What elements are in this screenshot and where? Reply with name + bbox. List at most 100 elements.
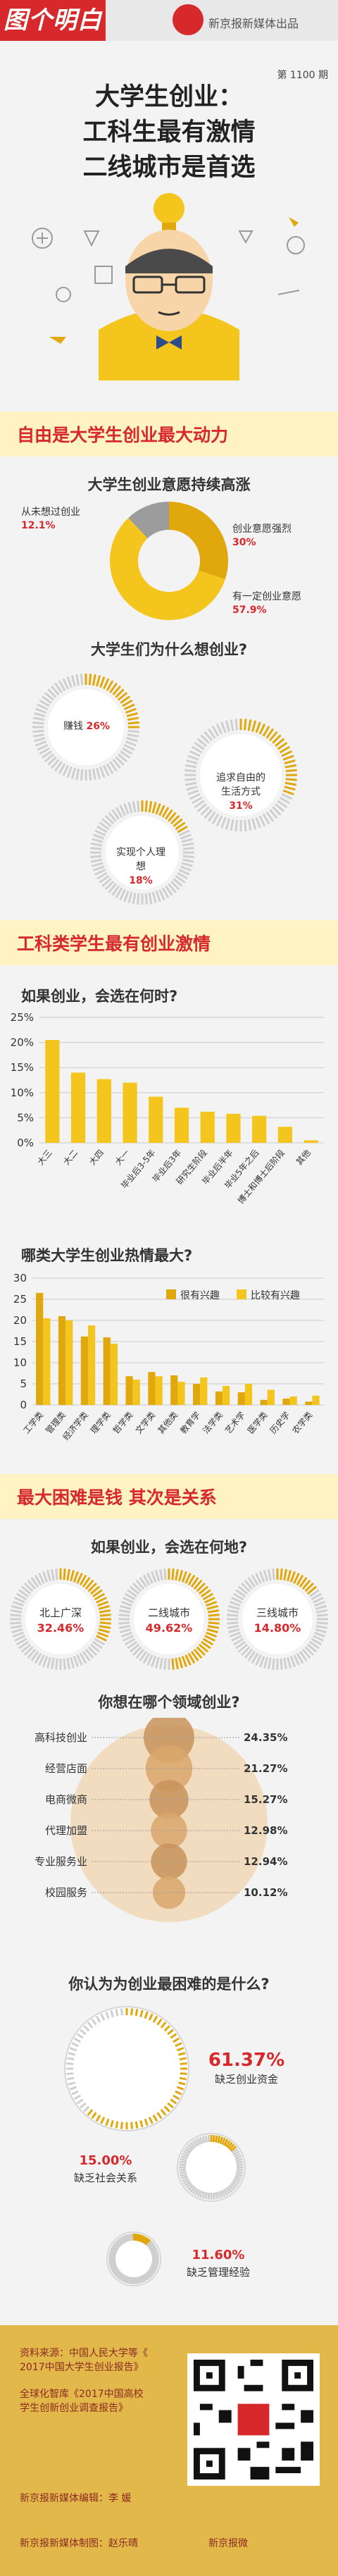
where-gauge-0-tick — [11, 1628, 23, 1634]
why-gauge-0-tick — [80, 674, 84, 686]
why-gauge-0-tick — [117, 753, 128, 763]
where-gauge-0-tick — [63, 1658, 66, 1670]
why-gauge-0-tick — [50, 758, 60, 769]
when-xlabel-0: 大三 — [36, 1148, 54, 1167]
where-gauge-0-tick — [12, 1631, 24, 1638]
major-legend-label-1: 比较有兴趣 — [251, 1290, 300, 1301]
diff-gauge-0-tick — [67, 2057, 75, 2061]
why-gauge-1-tick — [262, 725, 270, 737]
why-gauge-2-tick — [170, 880, 180, 891]
why-gauge-1-tick — [284, 781, 297, 786]
where-gauge-1-tick — [120, 1628, 132, 1634]
diff-gauge-1-tick — [192, 2187, 198, 2195]
diff-gauge-1-tick — [230, 2182, 237, 2189]
why-gauge-2-tick — [182, 842, 194, 847]
diff-gauge-2-tick — [124, 2275, 129, 2284]
diff-gauge-2-tick — [116, 2272, 123, 2279]
diff-gauge-1-tick — [181, 2176, 189, 2182]
where-gauge-0-tick — [66, 1657, 70, 1670]
when-ytick: 5% — [17, 1111, 34, 1124]
why-gauge-1-tick — [277, 800, 288, 809]
why-gauge-0-tick — [112, 758, 122, 769]
where-gauge-0-tick — [89, 1643, 101, 1653]
why-gauge-1-tick — [184, 778, 196, 781]
where-gauge-1-tick — [206, 1628, 218, 1634]
where-gauge-0-tick — [18, 1640, 29, 1649]
why-gauge-0-tick — [41, 695, 52, 704]
diff-gauge-1-tick — [236, 2160, 244, 2165]
why-gauge-2-tick — [165, 885, 173, 896]
diff-gauge-2-tick — [146, 2270, 154, 2277]
why-gauge-0-tick — [34, 712, 46, 717]
section2-banner-text: 工科类学生最有创业激情 — [17, 934, 211, 954]
why-gauge-2-tick — [108, 883, 117, 893]
where-gauge-0-tick — [20, 1585, 32, 1595]
diff-gauge-0-tick — [115, 2009, 119, 2017]
where-gauge-2-tick — [228, 1628, 240, 1634]
why-gauge-1-tick — [268, 809, 278, 819]
why-gauge-0-tick — [39, 747, 50, 755]
publisher-name: 新京报新媒体出品 — [208, 17, 299, 30]
where-gauge-2-tick — [255, 1654, 262, 1666]
why-gauge-2-tick — [158, 805, 165, 817]
major-bar-s0-6 — [170, 1375, 178, 1405]
why-gauge-0-tick — [122, 699, 133, 707]
diff-gauge-1-tick — [189, 2186, 196, 2193]
why-gauge-2-tick — [115, 887, 123, 898]
major-bar-s0-8 — [215, 1391, 223, 1405]
where-gauge-2-tick — [314, 1600, 326, 1607]
where-gauge-0-tick — [82, 1577, 91, 1587]
field-value-4: 12.94% — [244, 1855, 287, 1868]
why-gauge-0-tick — [125, 707, 137, 714]
where-gauge-1-tick — [193, 1579, 203, 1590]
why-gauge-1-tick — [186, 786, 198, 791]
diff-gauge-0-tick — [170, 2033, 177, 2039]
where-gauge-1-tick — [201, 1640, 211, 1649]
where-gauge-1-tick — [118, 1625, 131, 1629]
diff-gauge-0-tick — [179, 2057, 187, 2061]
field-label-3: 代理加盟 — [45, 1824, 87, 1837]
why-gauge-0-tick — [115, 688, 125, 698]
why-gauge-2-tick — [92, 862, 104, 867]
chart-why-title: 大学生们为什么想创业? — [90, 641, 248, 658]
where-gauge-2-tick — [241, 1583, 251, 1592]
logo: 图个明白 — [0, 0, 106, 41]
why-gauge-2-tick — [96, 825, 108, 834]
major-bar-s0-12 — [305, 1401, 313, 1405]
why-gauge-1-tick — [215, 723, 223, 735]
where-gauge-1-tick — [154, 1570, 160, 1582]
diff-gauge-0-tick — [105, 2118, 110, 2126]
why-gauge-2-tick — [151, 802, 157, 814]
major-bar-s0-11 — [282, 1399, 290, 1405]
major-bar-s1-3 — [110, 1344, 118, 1405]
where-gauge-2-tick — [227, 1614, 239, 1617]
why-gauge-2-tick — [178, 829, 190, 836]
diff-gauge-1-tick — [226, 2141, 233, 2149]
diff-gauge-1-tick — [232, 2150, 240, 2156]
where-gauge-2-tick — [251, 1652, 259, 1664]
donut-hole — [138, 530, 200, 592]
why-gauge-1-tick — [204, 809, 213, 819]
diff-gauge-0-tick — [175, 2090, 182, 2095]
major-bar-s1-9 — [244, 1384, 253, 1405]
where-gauge-0-tick — [34, 1574, 42, 1586]
where-gauge-1-tick — [146, 1573, 154, 1584]
diff-gauge-1-tick — [180, 2157, 187, 2162]
major-ytick: 25 — [13, 1293, 27, 1306]
where-gauge-1-tick — [198, 1585, 209, 1595]
why-gauge-2-tick — [178, 869, 190, 876]
where-gauge-0-tick — [10, 1614, 22, 1617]
why-gauge-1-tick — [220, 817, 227, 829]
diff-gauge-1-tick — [228, 2184, 235, 2191]
major-bar-s1-7 — [200, 1377, 208, 1405]
when-xlabel-3: 大一 — [113, 1148, 132, 1167]
why-gauge-2-tick — [90, 842, 103, 847]
major-bar-s0-1 — [58, 1316, 66, 1405]
why-gauge-0-tick — [35, 707, 47, 714]
where-gauge-1-tick — [127, 1589, 137, 1598]
where-gauge-0-tick — [84, 1579, 94, 1590]
diff-gauge-0-tick — [152, 2114, 158, 2122]
diff-gauge-2-tick — [110, 2265, 118, 2271]
diff-label-2: 缺乏管理经验 — [187, 2266, 250, 2279]
field-value-3: 12.98% — [244, 1824, 287, 1837]
